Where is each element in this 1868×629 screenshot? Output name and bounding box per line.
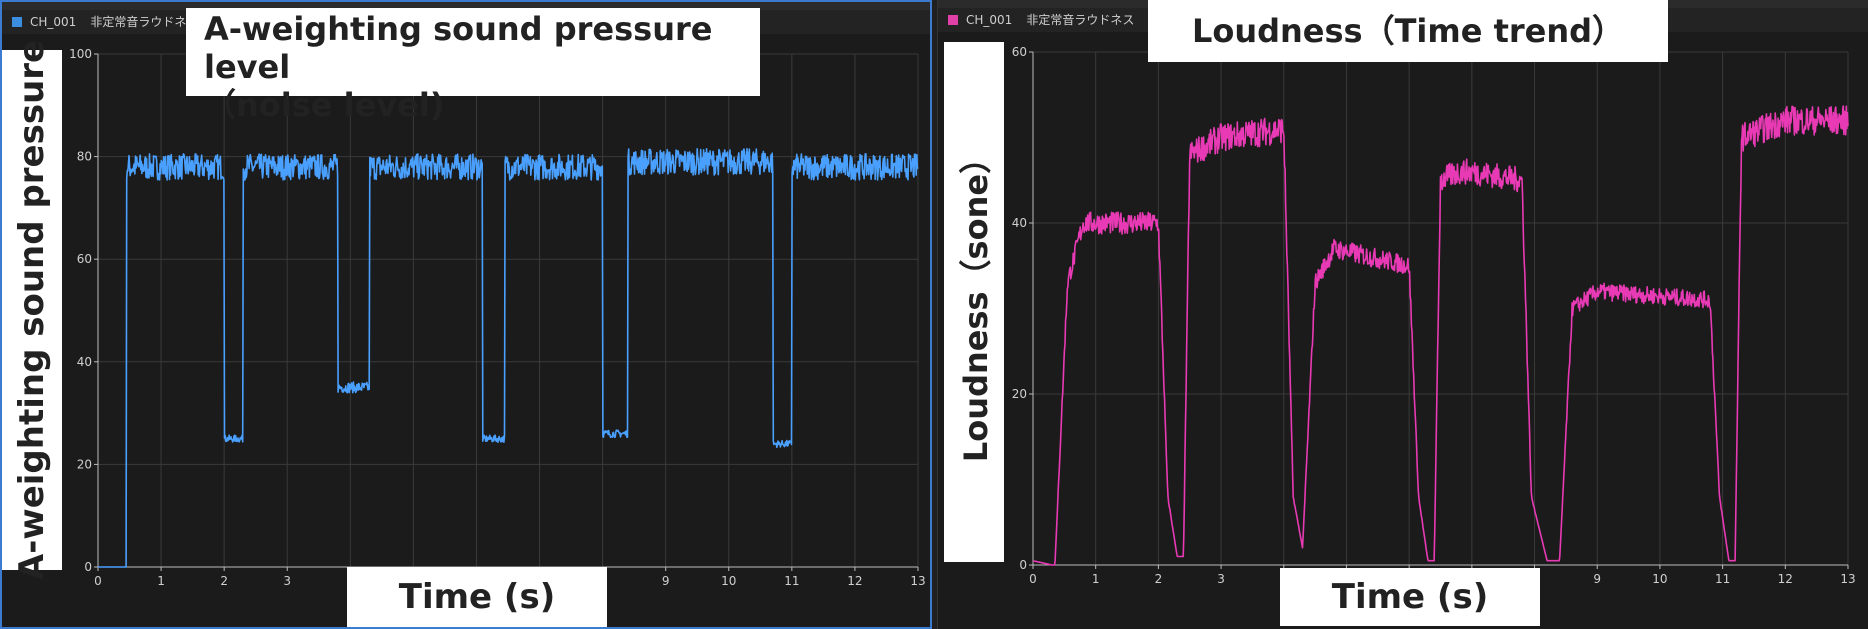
chart-title-right: Loudness（Time trend） (1148, 0, 1668, 62)
plot-right[interactable]: 0123456789101112130204060 (938, 0, 1868, 629)
x-tick-label: 12 (847, 574, 862, 588)
y-axis-label-right: Loudness（sone） (944, 42, 1004, 562)
x-tick-label: 11 (784, 574, 799, 588)
x-axis-label-left: Time (s) (347, 567, 607, 627)
x-tick-label: 3 (283, 574, 291, 588)
x-tick-label: 12 (1778, 572, 1793, 586)
channel-label: CH_001 (966, 13, 1013, 27)
series-line (97, 147, 919, 568)
y-tick-label: 0 (84, 560, 92, 574)
x-tick-label: 2 (1155, 572, 1163, 586)
y-tick-label: 20 (1012, 387, 1027, 401)
y-tick-label: 40 (77, 355, 92, 369)
series-color-swatch (12, 17, 22, 27)
chart-panel-right: CH_001非定常音ラウドネスラウ 0123456789101112130204… (937, 0, 1868, 629)
y-tick-label: 40 (1012, 216, 1027, 230)
y-tick-label: 100 (69, 47, 92, 61)
series-line (1032, 105, 1849, 566)
chart-title-left: A-weighting sound pressure level （noise … (186, 8, 760, 124)
x-tick-label: 1 (157, 574, 165, 588)
channel-label: CH_001 (30, 15, 77, 29)
y-tick-label: 20 (77, 457, 92, 471)
x-tick-label: 13 (910, 574, 925, 588)
x-tick-label: 3 (1217, 572, 1225, 586)
y-tick-label: 80 (77, 150, 92, 164)
x-axis-label-right: Time (s) (1280, 568, 1540, 626)
x-tick-label: 1 (1092, 572, 1100, 586)
plot-left[interactable]: 012345678910111213020406080100 (2, 2, 932, 629)
x-tick-label: 2 (220, 574, 228, 588)
y-tick-label: 60 (1012, 45, 1027, 59)
x-tick-label: 13 (1840, 572, 1855, 586)
x-tick-label: 11 (1715, 572, 1730, 586)
panel-top-strip (2, 2, 930, 10)
y-tick-label: 60 (77, 252, 92, 266)
y-tick-label: 0 (1019, 558, 1027, 572)
x-tick-label: 0 (1029, 572, 1037, 586)
x-tick-label: 9 (1593, 572, 1601, 586)
x-tick-label: 0 (94, 574, 102, 588)
y-axis-label-left: A-weighting sound pressure (2, 40, 62, 580)
analysis-name: 非定常音ラウドネス (1026, 13, 1135, 27)
x-tick-label: 10 (1652, 572, 1667, 586)
analysis-name: 非定常音ラウドネス (90, 15, 199, 29)
series-color-swatch (948, 15, 958, 25)
x-tick-label: 9 (662, 574, 670, 588)
x-tick-label: 10 (721, 574, 736, 588)
